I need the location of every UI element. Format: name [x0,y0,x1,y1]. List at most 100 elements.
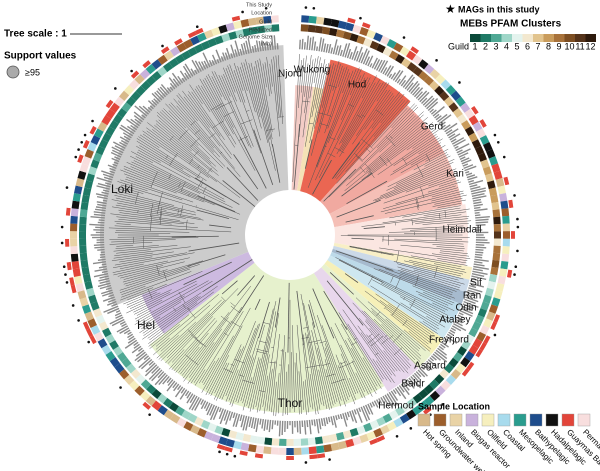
branch [133,280,197,313]
branch [294,362,298,408]
guild-cell [457,346,467,357]
genome-bar [101,170,115,176]
branch [355,297,421,360]
branch [304,379,309,413]
genome-bar [248,416,253,428]
study-cell [125,75,134,85]
genome-bar [229,411,234,421]
clade-label: Atabey [439,315,470,326]
branch [336,77,368,140]
branch [328,136,336,141]
branch [345,148,367,172]
guild-cell [126,363,137,374]
branch [170,102,192,126]
location-cell [352,436,362,446]
branch [158,119,191,148]
location-cell [240,442,250,451]
branch [295,352,300,415]
genome-bar [162,375,170,385]
genome-bar [128,335,135,341]
branch [259,58,273,132]
guild-cell [121,357,132,368]
branch [308,57,321,124]
branch [190,313,210,333]
clade-sector [327,255,455,339]
genome-bar [301,38,304,50]
branch [173,307,176,312]
genome-bar [156,90,165,99]
branch [136,138,201,179]
guild-cell [480,301,490,311]
branch [383,235,470,238]
genome-bar [468,284,477,289]
branch [158,299,222,360]
branch [165,301,226,364]
study-cell [202,24,211,32]
study-cell [254,11,264,17]
branch [404,137,440,161]
genome-bar [475,251,484,254]
guild-cell [335,432,345,441]
genome-bar [465,172,473,176]
branch [209,133,216,139]
branch [362,357,382,389]
branch [160,224,198,228]
branch [356,89,388,136]
branch [437,203,462,208]
guild-cell [328,433,338,443]
study-cell [403,42,413,50]
branch [323,290,348,330]
branch [354,94,401,154]
genome-bar [114,156,121,160]
branch [197,85,230,137]
genome-bar [398,75,407,85]
branch [418,138,443,155]
study-cell [167,420,177,428]
genome-bar [130,118,140,127]
genome-bar [203,60,209,69]
branch [239,136,267,189]
study-cell [293,455,302,460]
branch [373,100,406,137]
branch [156,321,197,359]
study-cell [154,411,164,420]
branch [148,331,165,344]
guild-cell [369,40,380,51]
guild-cell [235,432,245,441]
location-cell [486,311,496,321]
location-cell [151,59,162,70]
branch [400,272,418,279]
genome-bar [465,296,479,303]
branch [118,209,138,214]
genome-bar [382,67,388,75]
genome-bar [440,343,446,349]
study-cell [65,215,70,224]
guild-cell [79,231,87,239]
branch [156,111,216,167]
clade-label: Kari [446,169,464,180]
branch [335,354,346,379]
branch [425,145,442,155]
genome-bar [475,224,486,226]
branch [159,111,211,160]
branch [435,225,464,228]
guild-cell [109,120,119,130]
genome-bar [308,419,312,435]
branch [316,347,322,365]
genome-bar [390,72,397,80]
branch [111,251,174,262]
genome-bar [448,133,456,139]
mag-star [312,6,316,10]
guild-cell [151,388,162,399]
genome-bar [457,148,471,156]
branch [252,342,268,410]
location-cell [352,24,362,34]
branch [169,165,191,178]
branch [406,319,437,342]
branch [315,153,328,181]
branch [349,246,394,256]
mag-star [225,452,229,456]
genome-bar [471,272,485,277]
location-cell [218,436,228,446]
guild-cell [482,166,492,176]
